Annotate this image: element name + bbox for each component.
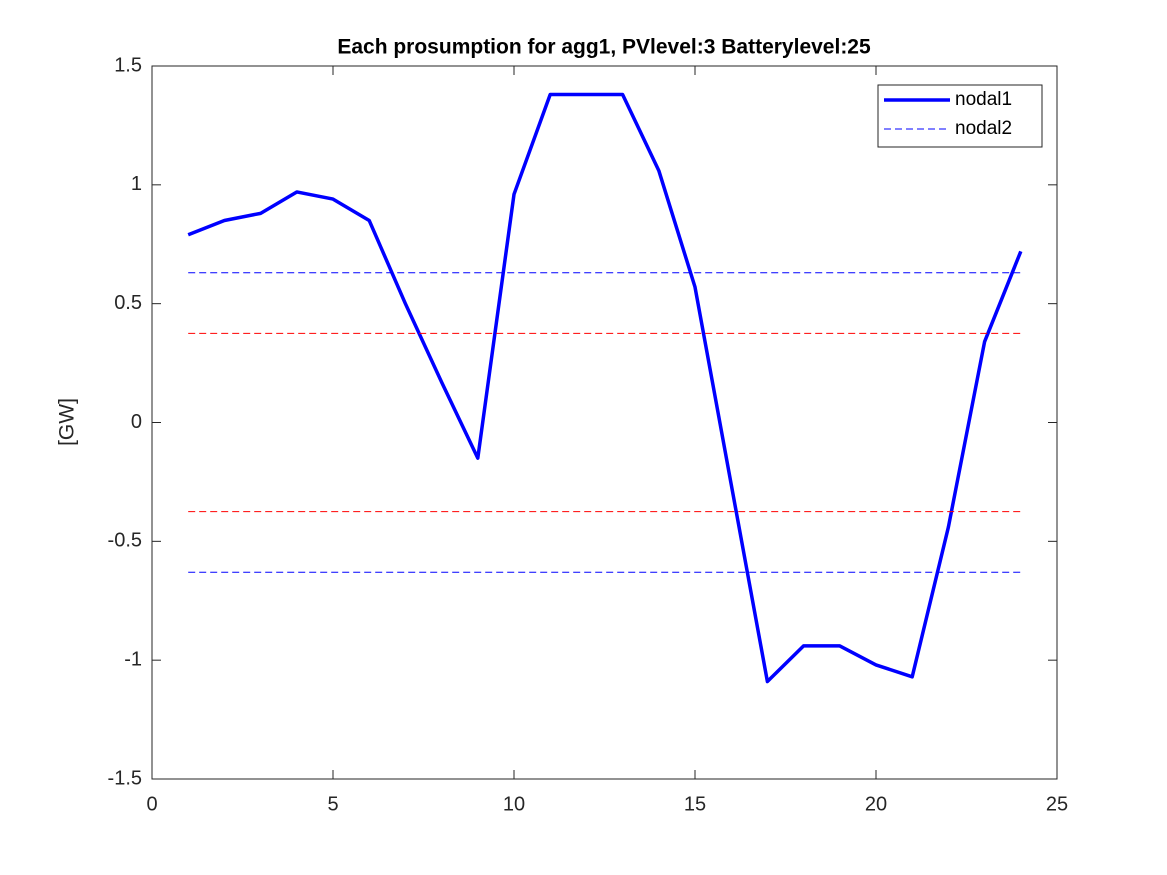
y-tick-label: 0.5 bbox=[114, 292, 142, 314]
x-tick-label: 15 bbox=[684, 793, 706, 815]
x-tick-label: 20 bbox=[865, 793, 887, 815]
x-tick-label: 10 bbox=[503, 793, 525, 815]
legend-label: nodal2 bbox=[955, 118, 1012, 139]
x-tick-label: 25 bbox=[1046, 793, 1068, 815]
legend: nodal1 nodal2 bbox=[877, 84, 1043, 148]
y-tick-label: -0.5 bbox=[108, 530, 142, 552]
chart-title: Each prosumption for agg1, PVlevel:3 Bat… bbox=[337, 36, 871, 59]
x-tick-label: 5 bbox=[327, 793, 338, 815]
series-line bbox=[187, 92, 1023, 684]
y-tick-label: -1 bbox=[124, 648, 142, 670]
x-tick-label: 0 bbox=[146, 793, 157, 815]
y-tick-label: 1.5 bbox=[114, 54, 142, 76]
y-tick-label: 0 bbox=[131, 411, 142, 433]
y-tick-label: 1 bbox=[131, 173, 142, 195]
plot-area bbox=[151, 65, 1058, 780]
y-tick-label: -1.5 bbox=[108, 767, 142, 789]
legend-box bbox=[877, 84, 1043, 148]
y-axis-label: [GW] bbox=[56, 398, 79, 446]
legend-label: nodal1 bbox=[955, 89, 1012, 110]
